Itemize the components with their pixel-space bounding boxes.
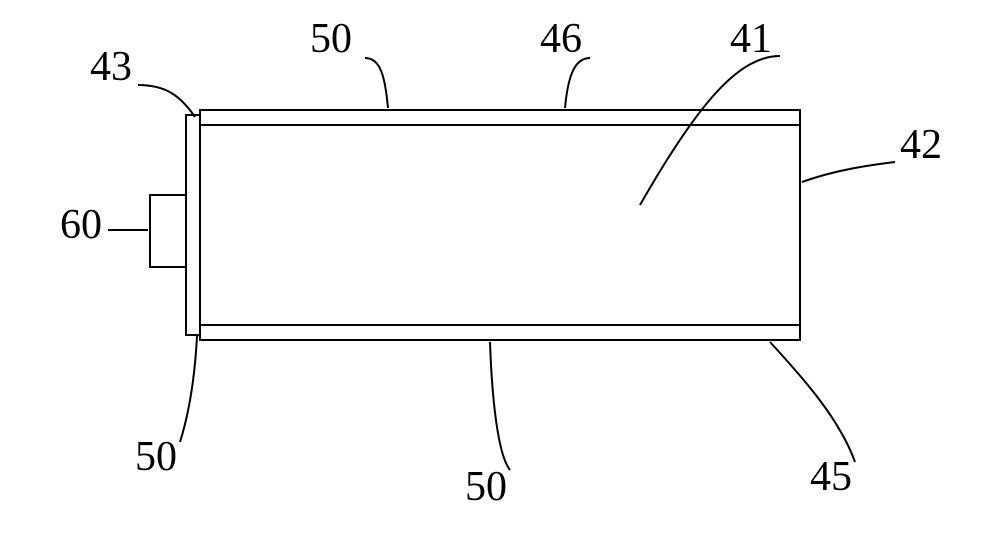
leader-46 xyxy=(565,58,590,108)
leader-50-bottom xyxy=(490,342,510,470)
leader-50-top xyxy=(365,58,388,108)
leader-43 xyxy=(138,85,195,117)
label-50-left: 50 xyxy=(135,434,177,480)
inner-rect xyxy=(200,125,800,325)
label-45: 45 xyxy=(810,454,852,500)
left-cap-rect xyxy=(186,115,200,335)
label-41: 41 xyxy=(730,16,772,62)
leader-42 xyxy=(802,162,895,182)
tab-rect xyxy=(150,195,186,267)
leader-41 xyxy=(640,56,780,205)
leader-45 xyxy=(770,342,855,462)
label-42: 42 xyxy=(900,122,942,168)
label-60: 60 xyxy=(60,202,102,248)
label-46: 46 xyxy=(540,16,582,62)
label-50-bottom: 50 xyxy=(465,464,507,510)
outer-rect xyxy=(200,110,800,340)
label-50-top: 50 xyxy=(310,16,352,62)
label-43: 43 xyxy=(90,44,132,90)
leader-50-left xyxy=(180,336,197,442)
technical-diagram: 50 46 41 43 42 60 50 50 45 xyxy=(0,0,994,534)
